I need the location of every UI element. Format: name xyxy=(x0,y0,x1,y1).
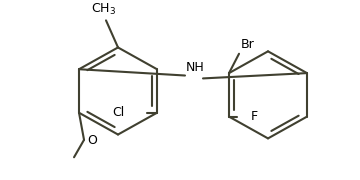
Text: Br: Br xyxy=(241,38,255,51)
Text: Cl: Cl xyxy=(113,106,125,119)
Text: F: F xyxy=(251,110,258,123)
Text: NH: NH xyxy=(186,61,205,74)
Text: CH$_3$: CH$_3$ xyxy=(91,2,117,17)
Text: O: O xyxy=(87,134,97,147)
